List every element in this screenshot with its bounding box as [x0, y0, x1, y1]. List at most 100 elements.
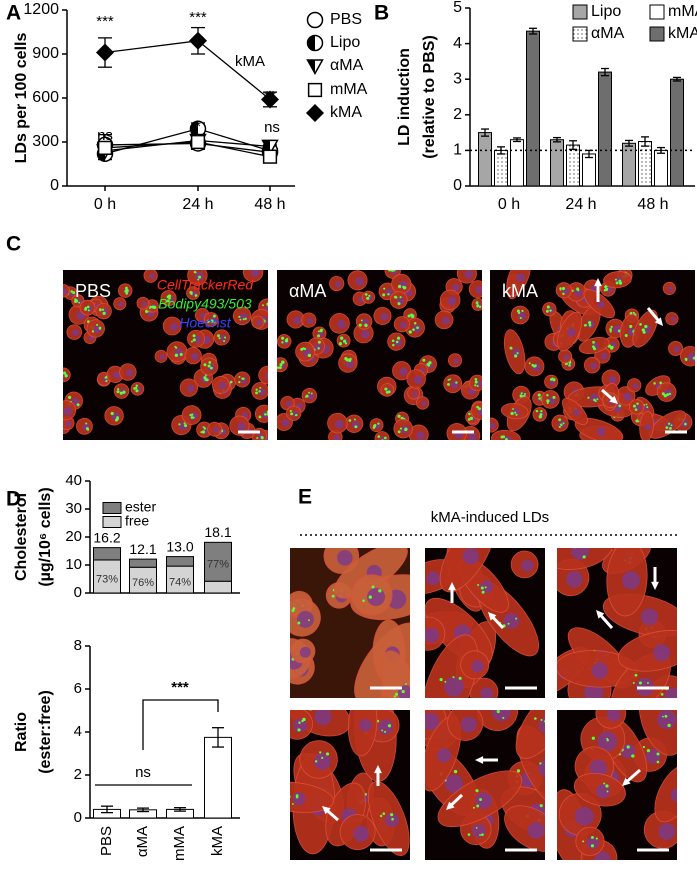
nucleus [452, 283, 460, 292]
nucleus [337, 549, 353, 566]
lipid-droplet [624, 334, 628, 338]
lipid-droplet [368, 595, 372, 599]
nucleus [313, 752, 331, 770]
lipid-droplet [238, 375, 241, 378]
lipid-droplet [175, 346, 178, 349]
lipid-droplet [447, 378, 450, 381]
lipid-droplet [122, 390, 126, 394]
annotation: * [195, 118, 201, 135]
lipid-droplet [496, 710, 500, 714]
y-tick-label: 4 [74, 723, 82, 740]
y-tick-label: 20 [65, 528, 82, 545]
nucleus [314, 710, 332, 726]
panel-letter: E [298, 486, 312, 509]
nucleus [169, 322, 179, 331]
lipid-droplet [478, 305, 482, 308]
lipid-droplet [588, 321, 592, 325]
nucleus [337, 319, 346, 329]
nucleus [462, 548, 479, 565]
lipid-droplet [166, 299, 170, 303]
lipid-droplet [519, 317, 522, 320]
lipid-droplet [319, 328, 323, 332]
marker [306, 11, 324, 29]
lipid-droplet [74, 300, 78, 304]
lipid-droplet [634, 408, 638, 411]
lipid-droplet [168, 296, 171, 300]
nucleus [426, 571, 440, 586]
lipid-droplet [382, 293, 386, 297]
nucleus [191, 352, 199, 361]
lipid-droplet [514, 411, 517, 414]
lipid-droplet [266, 410, 268, 414]
lipid-droplet [404, 682, 407, 685]
lipid-droplet [494, 704, 497, 707]
stain-label: CellTrackerRed [157, 277, 254, 293]
lipid-droplet [408, 330, 412, 334]
lipid-droplet [325, 704, 328, 707]
image-title: αMA [289, 281, 326, 301]
lipid-droplet [184, 424, 188, 428]
lipid-droplet [353, 418, 356, 421]
lipid-droplet [549, 309, 552, 312]
nucleus [63, 288, 68, 295]
lipid-droplet [475, 301, 479, 305]
arrow-head [596, 610, 605, 619]
lipid-droplet [481, 833, 484, 836]
lipid-droplet [366, 297, 368, 300]
x-tick-label: 48 h [254, 196, 285, 213]
lipid-droplet [207, 364, 211, 368]
nucleus [421, 400, 427, 407]
bar [654, 149, 668, 187]
lipid-droplet [517, 311, 521, 315]
bar-segment [204, 580, 232, 594]
nucleus [345, 359, 354, 369]
nucleus [464, 270, 474, 279]
y-tick-label: 5 [453, 0, 462, 16]
lipid-droplet [295, 794, 299, 797]
lipid-droplet [292, 607, 296, 610]
lipid-droplet [381, 729, 384, 732]
lipid-droplet [72, 291, 76, 295]
nucleus [159, 354, 166, 360]
lipid-droplet [314, 705, 316, 707]
lipid-droplet [358, 323, 362, 327]
lipid-droplet [631, 754, 635, 758]
bar [510, 139, 524, 187]
y-axis-label: (ester:free) [37, 690, 54, 774]
lipid-droplet [354, 425, 358, 429]
lipid-droplet [596, 398, 599, 401]
nucleus [355, 276, 364, 286]
y-axis-label: Ratio [13, 712, 30, 752]
lipid-droplet [78, 301, 81, 304]
nucleus [595, 784, 611, 799]
legend-label: Lipo [330, 34, 360, 51]
lipid-droplet [582, 840, 585, 843]
lipid-droplet [520, 392, 523, 395]
nucleus [590, 362, 598, 370]
image-title: PBS [75, 281, 111, 301]
nucleus [299, 646, 311, 658]
y-tick-label: 40 [65, 472, 82, 489]
lipid-droplet [377, 422, 380, 425]
lipid-droplet [403, 286, 407, 290]
lipid-droplet [115, 418, 118, 422]
marker [97, 140, 113, 155]
lipid-droplet [639, 323, 642, 326]
lipid-droplet [538, 415, 543, 419]
nucleus [596, 427, 606, 436]
lipid-droplet [422, 358, 426, 362]
lipid-droplet [512, 408, 514, 410]
lipid-droplet [634, 673, 638, 677]
lipid-droplet [642, 745, 646, 749]
lipid-droplet [663, 394, 667, 398]
lipid-droplet [194, 294, 198, 297]
lipid-droplet [344, 342, 348, 345]
cells [425, 704, 545, 852]
lipid-droplet [238, 315, 241, 318]
lipid-droplet [546, 305, 550, 309]
nucleus [416, 431, 425, 440]
lipid-droplet [629, 324, 633, 329]
lipid-droplet [371, 585, 375, 589]
lipid-droplet [345, 358, 349, 362]
lipid-droplet [192, 338, 196, 342]
